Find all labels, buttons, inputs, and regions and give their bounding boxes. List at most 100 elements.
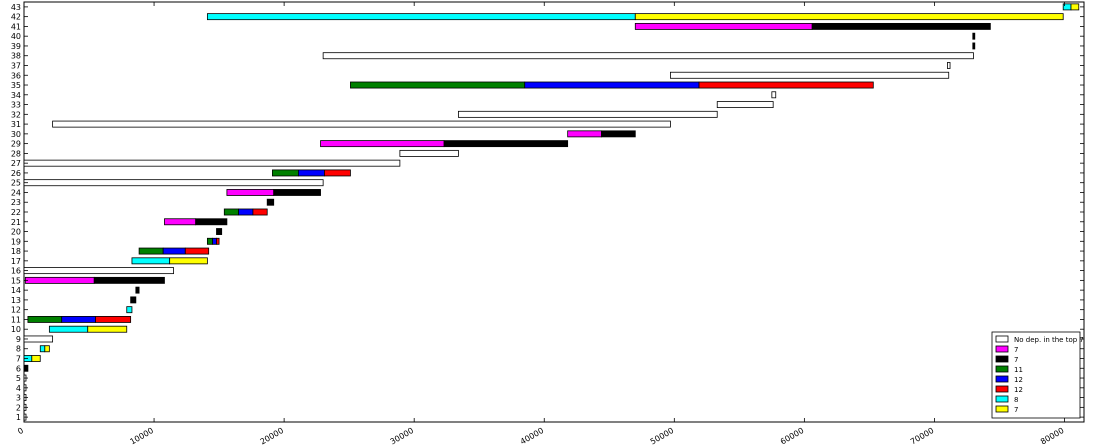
y-tick-label: 29 xyxy=(11,140,21,149)
legend-label: 12 xyxy=(1014,386,1023,394)
y-tick-label: 32 xyxy=(11,110,21,119)
bar-row-19-seg-27 xyxy=(206,237,213,245)
bar-row-17-seg-23 xyxy=(169,257,208,265)
y-tick-label: 8 xyxy=(16,345,21,354)
bar-row-24-seg-38 xyxy=(273,189,321,196)
bar-row-22-seg-34 xyxy=(238,208,254,216)
bar-row-30-seg-48 xyxy=(601,130,636,138)
bar-row-10-seg-11 xyxy=(48,325,89,333)
bar-row-18-seg-26 xyxy=(184,247,210,255)
bar-row-41-seg-62 xyxy=(811,22,991,30)
bar-row-29-seg-46 xyxy=(443,140,569,148)
legend-box xyxy=(991,331,1081,419)
bar-row-14-seg-18 xyxy=(135,286,140,294)
x-tick-label: 20000 xyxy=(259,426,286,445)
legend-swatch xyxy=(995,355,1009,363)
y-tick-label: 2 xyxy=(16,403,21,412)
y-tick-label: 5 xyxy=(16,374,21,383)
x-tick-label: 40000 xyxy=(519,426,546,445)
x-tick-label: 10000 xyxy=(129,426,156,445)
y-tick-label: 21 xyxy=(11,218,21,227)
y-tick-label: 27 xyxy=(11,159,21,168)
bar-row-11-seg-13 xyxy=(27,316,63,323)
bar-row-35-seg-54 xyxy=(524,81,700,89)
bar-row-26-seg-40 xyxy=(272,169,299,177)
bar-row-30-seg-47 xyxy=(567,130,602,138)
bar-row-38-seg-58 xyxy=(322,52,974,60)
bar-row-23-seg-36 xyxy=(266,198,275,206)
y-tick-label: 41 xyxy=(11,22,21,31)
y-tick-label: 33 xyxy=(11,101,21,110)
bar-row-31-seg-49 xyxy=(52,120,671,128)
bar-row-42-seg-64 xyxy=(634,13,1064,21)
legend-label: No dep. in the top 7 xyxy=(1014,336,1084,344)
y-tick-label: 31 xyxy=(11,120,21,129)
bar-row-18-seg-24 xyxy=(138,247,164,255)
bar-row-9-seg-10 xyxy=(24,335,54,343)
bar-row-16-seg-21 xyxy=(24,267,174,275)
y-axis: 1234567891011121314151617181920212223242… xyxy=(11,3,1084,422)
y-tick-label: 35 xyxy=(11,81,21,90)
y-tick-label: 4 xyxy=(16,384,21,393)
bar-row-39-seg-59 xyxy=(972,42,976,50)
y-tick-label: 28 xyxy=(11,149,21,158)
y-tick-label: 10 xyxy=(11,325,21,334)
y-tick-label: 14 xyxy=(11,286,21,295)
bar-row-20-seg-30 xyxy=(216,228,223,235)
bar-row-28-seg-44 xyxy=(399,149,459,157)
y-tick-label: 43 xyxy=(11,3,21,12)
y-tick-label: 25 xyxy=(11,179,21,188)
legend-label: 7 xyxy=(1014,356,1018,364)
y-tick-label: 42 xyxy=(11,13,21,22)
y-tick-label: 22 xyxy=(11,208,21,217)
bar-row-19-seg-28 xyxy=(212,237,217,245)
bar-row-26-seg-41 xyxy=(298,169,325,177)
x-tick-label: 30000 xyxy=(389,426,416,445)
bar-row-17-seg-22 xyxy=(131,257,171,265)
x-tick-label: 50000 xyxy=(649,426,676,445)
y-tick-label: 1 xyxy=(16,413,21,422)
plot-frame xyxy=(23,1,1085,423)
bar-row-26-seg-42 xyxy=(324,169,351,177)
bar-row-35-seg-53 xyxy=(350,81,526,89)
y-tick-label: 3 xyxy=(16,394,21,403)
x-tick-label: 0 xyxy=(16,426,25,436)
y-tick-label: 30 xyxy=(11,130,21,139)
y-tick-label: 9 xyxy=(16,335,21,344)
bar-row-36-seg-56 xyxy=(670,71,950,79)
y-tick-label: 24 xyxy=(11,188,21,197)
y-tick-label: 36 xyxy=(11,71,21,80)
y-tick-label: 16 xyxy=(11,267,21,276)
bar-row-32-seg-50 xyxy=(457,110,718,118)
y-tick-label: 37 xyxy=(11,61,21,70)
legend-swatch xyxy=(995,375,1009,383)
bar-row-43-seg-66 xyxy=(1070,3,1080,11)
bar-row-29-seg-45 xyxy=(320,140,445,148)
bar-row-27-seg-43 xyxy=(24,159,401,167)
legend-label: 8 xyxy=(1014,396,1018,404)
bar-row-22-seg-35 xyxy=(252,208,268,216)
y-tick-label: 6 xyxy=(16,364,21,373)
bar-row-21-seg-32 xyxy=(195,218,228,226)
y-tick-label: 18 xyxy=(11,247,21,256)
legend: No dep. in the top 7 7 7 11 12 12 8 7 xyxy=(991,331,1084,419)
y-tick-label: 26 xyxy=(11,169,21,178)
bar-row-7-seg-7 xyxy=(31,355,41,362)
bar-row-19-seg-29 xyxy=(216,237,220,245)
bar-row-8-seg-8 xyxy=(39,345,46,353)
y-tick-label: 19 xyxy=(11,237,21,246)
legend-label: 11 xyxy=(1014,366,1023,374)
y-tick-label: 12 xyxy=(11,306,21,315)
legend-swatch xyxy=(995,365,1009,373)
bar-row-21-seg-31 xyxy=(164,218,197,226)
bar-row-10-seg-12 xyxy=(87,325,128,333)
y-tick-label: 15 xyxy=(11,276,21,285)
bar-row-40-seg-60 xyxy=(972,32,976,40)
legend-swatch xyxy=(995,405,1009,413)
legend-swatch xyxy=(995,395,1009,403)
y-tick-label: 20 xyxy=(11,228,21,237)
bar-row-34-seg-52 xyxy=(771,91,777,99)
bar-row-15-seg-20 xyxy=(93,276,165,284)
y-tick-label: 39 xyxy=(11,42,21,51)
